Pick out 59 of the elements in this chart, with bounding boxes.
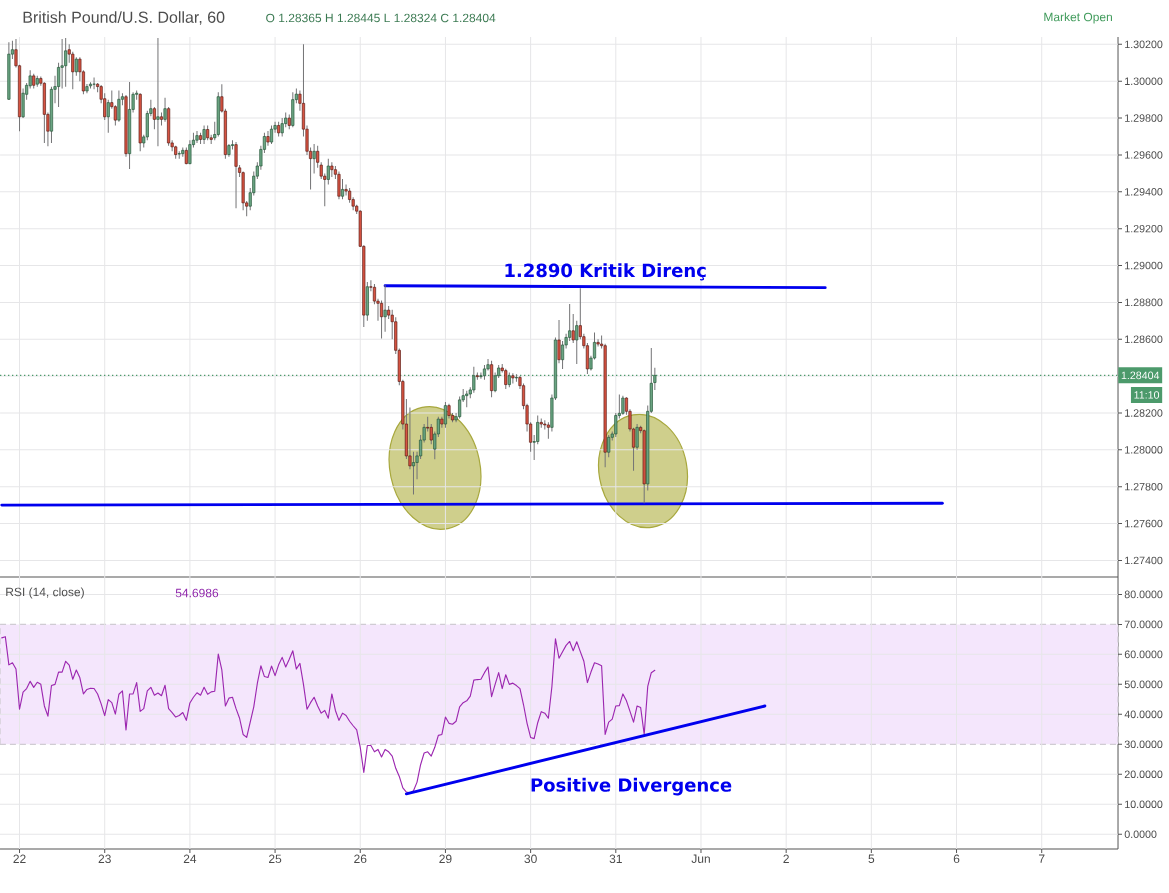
y-tick-label: 20.0000 — [1124, 770, 1163, 779]
candlestick — [269, 124, 274, 145]
candlestick — [163, 97, 167, 123]
text: Market Open — [1044, 12, 1112, 24]
x-tick-label: 23 — [98, 854, 111, 864]
x-tick-label: 29 — [439, 854, 452, 864]
candlestick — [383, 284, 387, 333]
candlestick — [635, 423, 639, 451]
x-tick-label: 5 — [868, 854, 875, 863]
y-tick-label: 1.27800 — [1125, 482, 1163, 491]
candlestick — [74, 56, 78, 77]
y-tick-label: 80.0000 — [1124, 590, 1163, 599]
y-tick-label: 1.29400 — [1125, 188, 1163, 196]
y-tick-label: 1.30000 — [1125, 77, 1163, 85]
y-tick-label: 1.29000 — [1125, 261, 1163, 270]
text: RSI (14, close) — [6, 587, 84, 599]
x-tick-label: 25 — [269, 854, 282, 864]
text: O 1.28365 H 1.28445 L 1.28324 C 1.28404 — [266, 13, 496, 23]
x-tick-label: 26 — [354, 854, 367, 864]
candlestick — [411, 451, 416, 495]
candlestick — [266, 130, 270, 147]
series-label: Positive Divergence — [531, 777, 732, 796]
y-tick-label: 0.0000 — [1124, 830, 1157, 839]
candlestick — [607, 434, 611, 458]
y-tick-label: 1.28600 — [1125, 335, 1163, 344]
annotation: 54.6986 — [175, 588, 219, 598]
y-tick-label: 1.28200 — [1125, 409, 1163, 417]
x-tick-label: 2 — [783, 854, 789, 863]
series-label: 1.2890 Kritik Direnç — [505, 263, 706, 281]
text: 11:10 — [1134, 391, 1160, 399]
candlestick — [195, 130, 199, 144]
x-tick-label: 7 — [1038, 854, 1045, 863]
y-tick-label: 50.0000 — [1124, 680, 1163, 689]
y-tick-label: 1.30200 — [1125, 40, 1163, 49]
y-tick-label: 70.0000 — [1124, 620, 1163, 629]
candlestick — [458, 395, 462, 419]
y-tick-label: 10.0000 — [1125, 800, 1163, 809]
candlestick — [340, 178, 345, 200]
candlestick — [312, 143, 316, 174]
candlestick — [596, 338, 600, 348]
y-tick-label: 30.0000 — [1124, 740, 1163, 749]
y-tick-label: 40.0000 — [1124, 710, 1163, 719]
y-tick-label: 60.0000 — [1124, 650, 1163, 659]
x-tick-label: 30 — [524, 854, 537, 864]
x-tick-label: 6 — [953, 854, 960, 864]
chart-title: British Pound/U.S. Dollar, 60 — [23, 11, 225, 25]
candlestick — [64, 37, 68, 88]
y-tick-label: 1.29600 — [1125, 151, 1163, 159]
y-tick-label: 1.28000 — [1125, 446, 1163, 454]
y-tick-label: 1.29200 — [1125, 224, 1163, 233]
x-tick-label: 24 — [183, 854, 197, 863]
y-tick-label: 1.27600 — [1125, 519, 1163, 528]
x-tick-label: 31 — [609, 854, 622, 864]
x-tick-label: Jun — [691, 854, 710, 863]
y-tick-label: 1.27400 — [1125, 556, 1163, 565]
x-tick-label: 22 — [13, 854, 26, 863]
y-tick-label: 1.29800 — [1125, 114, 1163, 122]
y-tick-label: 1.28800 — [1125, 298, 1163, 307]
ref-line-label: 1.28404 — [1121, 371, 1160, 380]
